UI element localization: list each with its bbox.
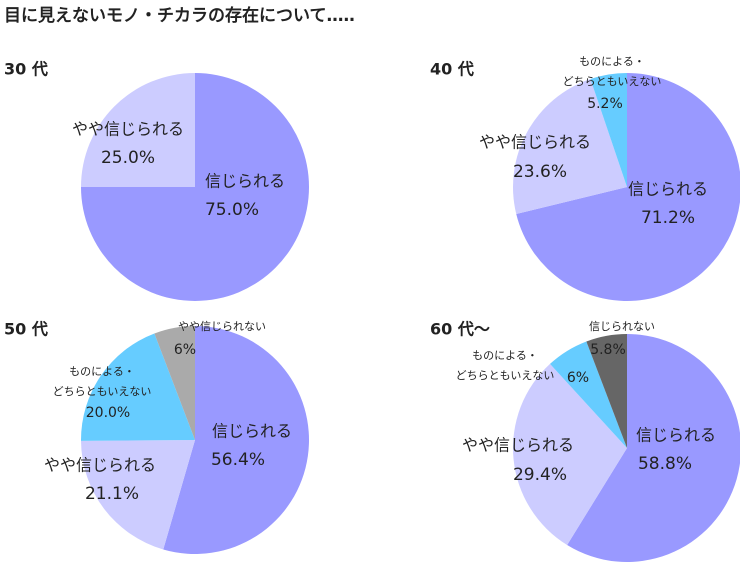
value-label: 21.1% [85,484,139,504]
pie-slice [590,73,627,187]
value-label: 71.2% [641,208,695,228]
pie-slice [81,73,195,187]
slice-label: 信じられる [628,180,708,199]
slice-label: 信じられる [636,426,716,445]
chart-title: 50 代 [4,320,48,339]
slice-label: ものによる・どちらともいえない [456,349,555,382]
pie-slice [154,326,195,440]
pie-slice [513,79,627,214]
value-label: 6% [174,342,196,358]
value-label: 56.4% [211,450,265,470]
slice-label: ものによる・どちらともいえない [563,55,662,88]
chart-title: 60 代～ [430,320,490,339]
slice-label: ものによる・どちらともいえない [53,365,152,398]
pie-slice [81,440,195,550]
value-label: 6% [567,370,589,386]
value-label: 75.0% [205,200,259,220]
pie-slice [550,341,627,448]
slice-label: やや信じられない [178,320,266,333]
value-label: 20.0% [86,405,130,421]
chart-title: 30 代 [4,60,48,79]
slice-label: 信じられる [205,172,285,191]
slice-label: 信じられない [589,320,655,333]
slice-label: 信じられる [212,422,292,441]
value-label: 58.8% [638,454,692,474]
pie-slice [516,73,740,301]
slice-label: やや信じられる [462,436,574,455]
page-title: 目に見えないモノ・チカラの存在について…‥ [4,5,355,26]
pie-slice [163,326,309,555]
pie-slice [81,333,195,441]
chart-title: 40 代 [430,60,474,79]
pie-slice [513,363,627,546]
value-label: 29.4% [513,465,567,485]
value-label: 23.6% [513,162,567,182]
value-label: 5.2% [587,96,623,112]
value-label: 5.8% [590,342,626,358]
pie-slice [586,334,627,448]
value-label: 25.0% [101,148,155,168]
slice-label: やや信じられる [44,456,156,475]
slice-label: やや信じられる [479,133,591,152]
pie-slice [567,334,740,562]
slice-label: やや信じられる [72,120,184,139]
